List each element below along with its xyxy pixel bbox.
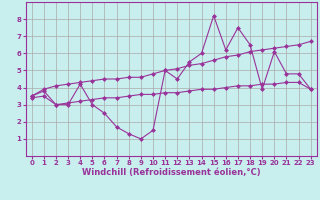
X-axis label: Windchill (Refroidissement éolien,°C): Windchill (Refroidissement éolien,°C) <box>82 168 260 177</box>
